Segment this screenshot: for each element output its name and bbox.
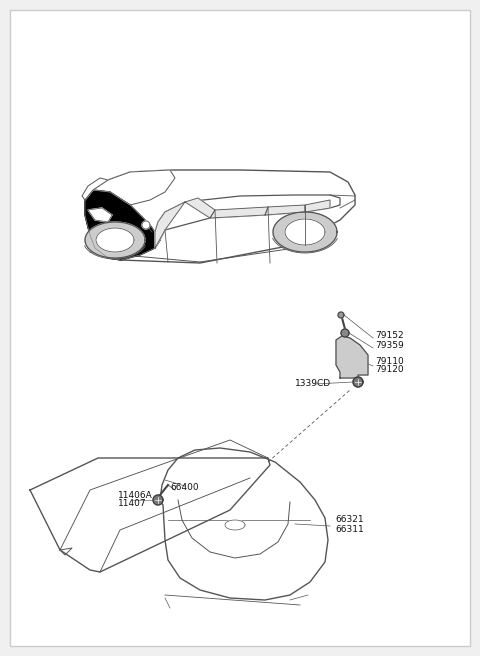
Polygon shape — [305, 200, 330, 212]
Polygon shape — [353, 377, 363, 387]
Polygon shape — [142, 221, 150, 229]
Polygon shape — [93, 170, 175, 205]
Text: 79120: 79120 — [375, 365, 404, 375]
Polygon shape — [153, 495, 163, 505]
Polygon shape — [88, 208, 112, 222]
Polygon shape — [82, 178, 108, 200]
Polygon shape — [155, 202, 185, 248]
Text: 66400: 66400 — [171, 483, 199, 493]
Polygon shape — [96, 228, 134, 252]
Polygon shape — [85, 170, 355, 263]
Text: 79110: 79110 — [375, 358, 404, 367]
Polygon shape — [225, 520, 245, 530]
Polygon shape — [210, 207, 268, 218]
Text: 79152: 79152 — [375, 331, 404, 340]
FancyBboxPatch shape — [10, 10, 470, 646]
Polygon shape — [273, 212, 337, 252]
Polygon shape — [336, 336, 368, 378]
Text: 66321: 66321 — [335, 516, 364, 525]
Polygon shape — [338, 312, 344, 318]
Polygon shape — [155, 195, 340, 248]
Text: 11406A: 11406A — [118, 491, 153, 499]
Polygon shape — [85, 190, 160, 260]
Polygon shape — [85, 222, 145, 258]
Polygon shape — [160, 448, 328, 600]
Polygon shape — [341, 329, 349, 337]
Text: 1339CD: 1339CD — [295, 380, 331, 388]
Text: 79359: 79359 — [375, 342, 404, 350]
Polygon shape — [185, 198, 215, 218]
Polygon shape — [285, 219, 325, 245]
Polygon shape — [30, 458, 270, 572]
Polygon shape — [265, 205, 305, 215]
Text: 66311: 66311 — [335, 525, 364, 535]
Text: 11407: 11407 — [118, 499, 146, 508]
